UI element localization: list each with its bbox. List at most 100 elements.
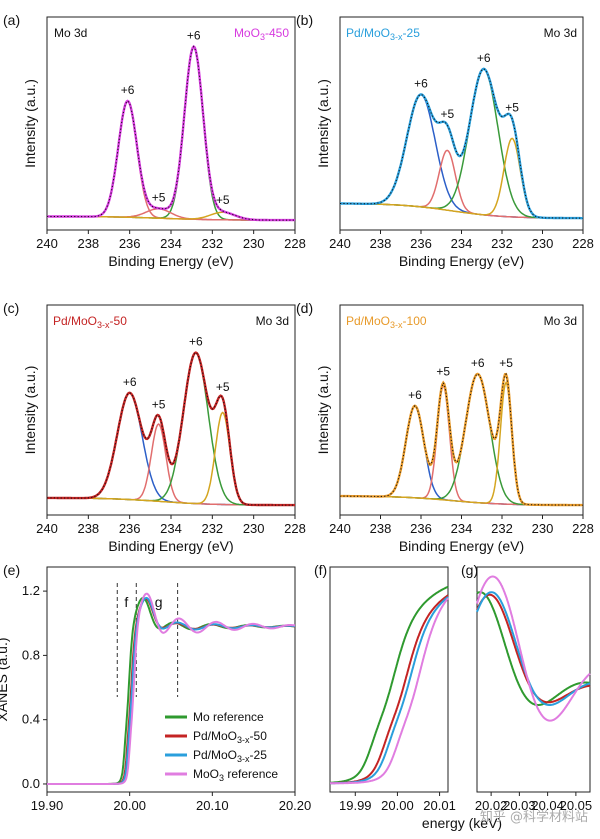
oxidation-label: +6	[471, 356, 485, 370]
region-label: f	[124, 594, 128, 610]
raw-data	[340, 372, 583, 506]
xanes-series-line	[476, 575, 591, 722]
xanes-panel: (e) 19.90 20.00 20.10 20.20 0.0 0.4 0.8 1.2 XANES…	[0, 562, 311, 813]
panel-label: (a)	[3, 12, 20, 28]
x-tick-label: 230	[243, 521, 265, 536]
envelope-line	[47, 44, 295, 222]
x-axis-label: Binding Energy (eV)	[108, 538, 233, 554]
x-tick-label: 20.04	[531, 798, 564, 813]
x-tick-label: 234	[451, 521, 473, 536]
oxidation-label: +6	[408, 388, 422, 402]
x-axis-label: Binding Energy (eV)	[399, 538, 524, 554]
x-tick-label: 19.99	[339, 798, 372, 813]
xanes-panel: (f) 19.99 20.00 20.01 energy (keV)	[314, 562, 502, 831]
legend-entry: Pd/MoO3-x-50	[193, 729, 267, 745]
component-peak	[47, 46, 295, 221]
panel-label: (b)	[296, 12, 313, 28]
x-tick-label: 234	[160, 236, 182, 251]
sample-label: Pd/MoO3-x-100	[346, 314, 427, 330]
x-tick-label: 234	[160, 521, 182, 536]
corner-label: Mo 3d	[256, 314, 289, 328]
corner-label: Mo 3d	[544, 26, 577, 40]
xanes-series-line	[476, 591, 591, 706]
x-tick-label: 236	[410, 236, 432, 251]
panel-label: (e)	[3, 562, 20, 578]
component-peak	[47, 391, 295, 506]
x-tick-label: 240	[36, 521, 58, 536]
x-tick-label: 228	[572, 521, 594, 536]
y-tick-label: 0.0	[22, 776, 40, 791]
envelope-line	[340, 67, 583, 220]
oxidation-label: +5	[505, 101, 519, 115]
sample-label: MoO3-450	[234, 26, 289, 42]
x-tick-label: 238	[370, 521, 392, 536]
envelope-line	[340, 372, 583, 507]
xanes-series-line	[330, 594, 449, 785]
oxidation-label: +5	[499, 356, 513, 370]
x-tick-label: 20.02	[475, 798, 508, 813]
component-peak	[340, 149, 583, 219]
y-axis-label: Intensity (a.u.)	[315, 366, 331, 455]
x-axis-label: Binding Energy (eV)	[108, 253, 233, 269]
x-tick-label: 236	[410, 521, 432, 536]
sample-label: Pd/MoO3-x-25	[346, 26, 420, 42]
x-tick-label: 230	[532, 521, 554, 536]
legend-entry: Mo reference	[193, 710, 264, 724]
plot-frame	[46, 566, 296, 793]
xps-panel: (a) 240 238 236 234 232 230 228 Binding Energy (…	[3, 12, 306, 269]
y-tick-label: 0.4	[22, 712, 40, 727]
oxidation-label: +5	[440, 107, 454, 121]
legend-entry: MoO3 reference	[193, 767, 278, 783]
x-tick-label: 228	[284, 236, 306, 251]
x-tick-label: 236	[119, 236, 141, 251]
oxidation-label: +5	[216, 380, 230, 394]
panel-label: (d)	[296, 300, 313, 316]
x-tick-label: 20.05	[560, 798, 593, 813]
oxidation-label: +6	[477, 51, 491, 65]
x-tick-label: 228	[284, 521, 306, 536]
x-tick-label: 20.10	[196, 798, 229, 813]
legend-entry: Pd/MoO3-x-25	[193, 748, 267, 764]
plot-frame	[339, 304, 584, 516]
plot-frame	[329, 566, 449, 793]
component-peak	[340, 68, 583, 219]
component-peak	[47, 411, 295, 506]
y-axis-label: Intensity (a.u.)	[22, 79, 38, 168]
panel-label: (g)	[461, 562, 478, 578]
plot-frame	[46, 16, 296, 231]
oxidation-label: +6	[123, 375, 137, 389]
oxidation-label: +5	[152, 190, 166, 204]
xanes-series-line	[330, 597, 449, 785]
xanes-series-line	[329, 585, 449, 784]
y-axis-label: XANES (a.u.)	[0, 637, 10, 721]
x-tick-label: 20.00	[381, 798, 414, 813]
region-label: g	[155, 594, 163, 610]
corner-label: Mo 3d	[544, 314, 577, 328]
x-tick-label: 20.01	[423, 798, 456, 813]
x-tick-label: 20.20	[279, 798, 312, 813]
x-tick-label: 232	[201, 521, 223, 536]
x-tick-label: 238	[77, 521, 99, 536]
panel-label: (c)	[3, 300, 19, 316]
component-peak	[340, 137, 583, 219]
panel-label: (f)	[314, 562, 327, 578]
oxidation-label: +5	[216, 193, 230, 207]
y-axis-label: Intensity (a.u.)	[315, 79, 331, 168]
x-tick-label: 238	[370, 236, 392, 251]
x-tick-label: 238	[77, 236, 99, 251]
x-axis-label: energy (keV)	[422, 815, 502, 831]
y-axis-label: Intensity (a.u.)	[22, 366, 38, 455]
xps-panel: (b) 240 238 236 234 232 230 228 Binding Energy (…	[296, 12, 594, 269]
x-tick-label: 232	[491, 521, 513, 536]
x-tick-label: 20.03	[503, 798, 536, 813]
xps-panel: (c) 240 238 236 234 232 230 228 Binding Energy (…	[3, 300, 306, 554]
x-tick-label: 228	[572, 236, 594, 251]
component-peak	[340, 404, 583, 506]
x-tick-label: 232	[201, 236, 223, 251]
xps-panel: (d) 240 238 236 234 232 230 228 Binding Energy (…	[296, 300, 594, 554]
x-tick-label: 236	[119, 521, 141, 536]
oxidation-label: +6	[187, 29, 201, 43]
x-tick-label: 20.00	[113, 798, 146, 813]
x-tick-label: 234	[451, 236, 473, 251]
